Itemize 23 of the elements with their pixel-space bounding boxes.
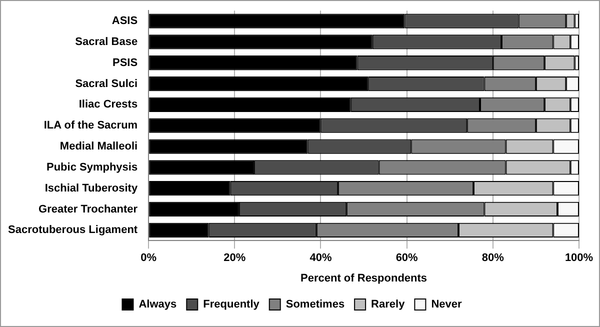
legend-label: Frequently bbox=[203, 298, 260, 311]
y-tick-label: Sacral Base bbox=[75, 36, 138, 48]
legend-label: Always bbox=[138, 298, 177, 311]
x-tick-label: 100% bbox=[564, 252, 594, 264]
y-tick-label: PSIS bbox=[112, 56, 138, 69]
x-tick-label: 0% bbox=[140, 252, 157, 264]
x-tick-label: 60% bbox=[396, 252, 418, 264]
y-tick-label: Ischial Tuberosity bbox=[44, 182, 138, 194]
legend-label: Never bbox=[431, 298, 462, 311]
y-tick-label: Sacrotuberous Ligament bbox=[8, 224, 138, 236]
legend-label: Sometimes bbox=[286, 298, 345, 311]
y-tick-label: Pubic Symphysis bbox=[46, 161, 138, 174]
y-tick-label: Iliac Crests bbox=[78, 98, 138, 111]
y-tick-label: ILA of the Sacrum bbox=[44, 120, 138, 132]
x-tick-label: 80% bbox=[482, 252, 504, 264]
legend-label: Rarely bbox=[371, 298, 406, 311]
x-axis-title: Percent of Respondents bbox=[300, 272, 428, 284]
y-tick-label: Medial Malleoli bbox=[60, 140, 138, 153]
y-tick-label: Greater Trochanter bbox=[38, 203, 138, 216]
x-tick-label: 20% bbox=[224, 252, 246, 264]
y-tick-label: ASIS bbox=[112, 15, 138, 28]
y-tick-label: Sacral Sulci bbox=[75, 78, 138, 90]
x-tick-label: 40% bbox=[310, 252, 332, 264]
